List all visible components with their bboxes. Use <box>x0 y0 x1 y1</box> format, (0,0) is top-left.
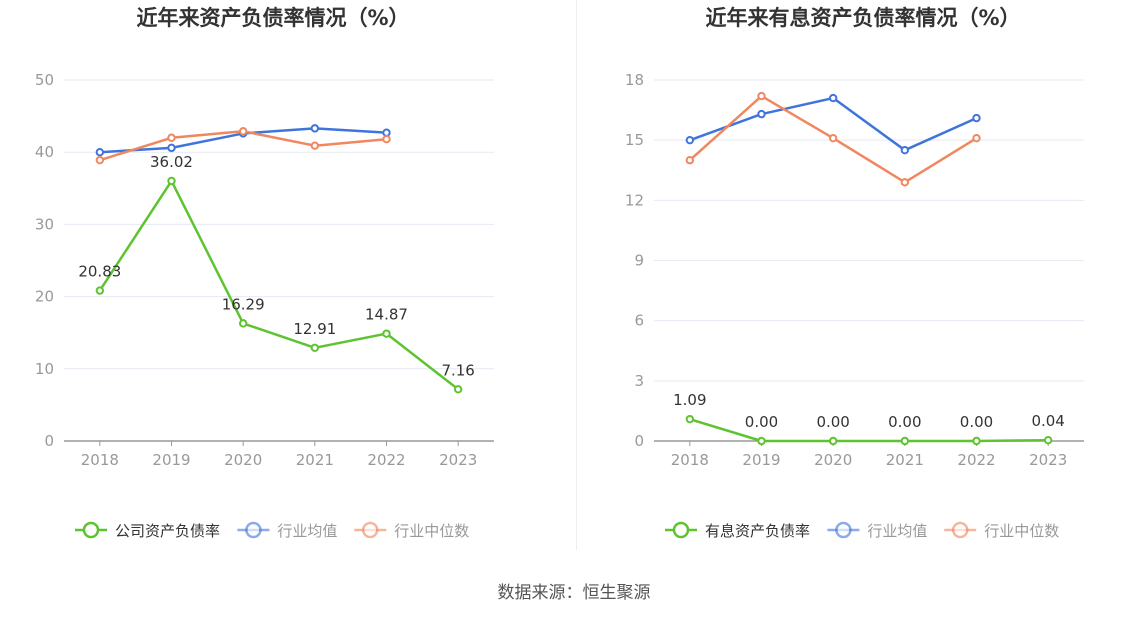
chart2-data-label: 1.09 <box>673 391 706 409</box>
chart2-x-tick-label: 2021 <box>886 451 924 469</box>
chart-divider <box>576 0 577 550</box>
chart2-legend-item-average-marker-dot[interactable] <box>835 521 852 539</box>
chart2-x-tick-label: 2020 <box>814 451 852 469</box>
chart1-x-tick-label: 2020 <box>224 451 262 469</box>
chart1-x-tick-label: 2021 <box>296 451 334 469</box>
chart1-x-tick-label: 2022 <box>367 451 405 469</box>
chart1-legend-item-average-label[interactable]: 行业均值 <box>277 522 337 540</box>
chart2-series-company-point[interactable] <box>1043 435 1053 445</box>
chart2-series-median-point[interactable] <box>828 133 838 143</box>
chart2-data-label: 0.00 <box>745 413 778 431</box>
chart2-series-average-point[interactable] <box>685 135 695 145</box>
chart1-series-average-point[interactable] <box>167 143 176 153</box>
chart1-y-tick-label: 10 <box>35 360 54 378</box>
chart1-series-median-point[interactable] <box>238 127 248 136</box>
chart1-x-tick-label: 2019 <box>152 451 190 469</box>
chart2-legend-item-median-label[interactable]: 行业中位数 <box>984 522 1059 540</box>
chart2-series-company-point[interactable] <box>828 436 838 446</box>
chart1-series-median-point[interactable] <box>95 155 105 165</box>
chart2-series-median-point[interactable] <box>900 178 910 187</box>
chart2-y-tick-label: 6 <box>634 312 644 330</box>
chart2-legend-item-average-label[interactable]: 行业均值 <box>867 522 927 540</box>
chart2-data-label: 0.04 <box>1031 412 1064 430</box>
chart2-x-tick-label: 2022 <box>957 451 995 469</box>
chart2-series-median-point[interactable] <box>685 156 695 165</box>
chart2-data-label: 0.00 <box>888 413 921 431</box>
chart2-series-company-point[interactable] <box>685 414 695 424</box>
chart1-series-average-point[interactable] <box>310 124 320 133</box>
chart1-series-average-point[interactable] <box>95 148 105 157</box>
chart1-data-label: 14.87 <box>365 306 408 324</box>
chart2-series-average-point[interactable] <box>757 109 766 119</box>
chart1-x-tick-label: 2018 <box>81 451 119 469</box>
chart2-series-company-point[interactable] <box>900 436 910 446</box>
chart1-y-tick-label: 0 <box>44 432 54 450</box>
chart2-y-tick-label: 12 <box>625 191 644 209</box>
chart1-legend-item-company-marker-dot[interactable] <box>82 521 100 539</box>
chart1-series-company-point[interactable] <box>453 385 463 394</box>
chart1-legend-item-median-label[interactable]: 行业中位数 <box>394 522 469 540</box>
chart2-series-average-line <box>689 96 978 152</box>
chart2-series-average-point[interactable] <box>828 93 838 103</box>
chart1-data-label: 16.29 <box>222 295 265 313</box>
chart2-y-tick-label: 9 <box>634 252 644 270</box>
chart1-series-median-point[interactable] <box>310 141 320 150</box>
chart1-legend-item-median-marker-dot[interactable] <box>361 521 379 539</box>
chart1-series-company-point[interactable] <box>382 329 391 338</box>
chart2-title: 近年来有息资产负债率情况（%） <box>705 6 1020 30</box>
chart2-legend-item-company-label[interactable]: 有息资产负债率 <box>705 522 810 540</box>
chart2-series-company-point[interactable] <box>757 436 766 446</box>
chart1-series-median-point[interactable] <box>167 133 176 142</box>
chart1-y-tick-label: 20 <box>35 288 54 306</box>
chart1-y-tick-label: 50 <box>35 71 54 89</box>
chart1-series-company-point[interactable] <box>238 319 248 328</box>
chart2-data-label: 0.00 <box>816 413 849 431</box>
chart2-series-company-line <box>689 417 1049 443</box>
chart1-data-label: 20.83 <box>78 263 121 281</box>
chart1-y-tick-label: 40 <box>35 143 54 161</box>
chart2-x-tick-label: 2018 <box>671 451 709 469</box>
chart1-legend-item-company-label[interactable]: 公司资产负债率 <box>115 522 220 540</box>
chart2-y-tick-label: 3 <box>634 372 644 390</box>
chart2-series-median-point[interactable] <box>757 91 766 101</box>
chart1-series-median-point[interactable] <box>382 135 391 144</box>
chart1-data-label: 12.91 <box>293 320 336 338</box>
chart2-y-tick-label: 0 <box>634 432 644 450</box>
chart1-title: 近年来资产负债率情况（%） <box>136 6 409 30</box>
chart2-x-tick-label: 2019 <box>742 451 780 469</box>
chart2-legend-item-company-marker-dot[interactable] <box>672 521 690 539</box>
chart2-series-median-point[interactable] <box>972 133 981 143</box>
chart1-series-company-point[interactable] <box>310 343 320 352</box>
chart1-y-tick-label: 30 <box>35 215 54 233</box>
chart1-series-company-point[interactable] <box>95 286 105 295</box>
chart1-x-tick-label: 2023 <box>439 451 477 469</box>
chart2-y-tick-label: 15 <box>625 131 644 149</box>
chart2-series-average-point[interactable] <box>900 145 910 155</box>
chart2-y-tick-label: 18 <box>625 71 644 89</box>
chart1-series-average-point[interactable] <box>382 128 391 137</box>
chart1-legend-item-average-marker-dot[interactable] <box>245 521 262 539</box>
chart2-x-tick-label: 2023 <box>1029 451 1067 469</box>
chart1-data-label: 7.16 <box>441 361 474 379</box>
chart1-series-company-line <box>98 179 459 391</box>
chart1-data-label: 36.02 <box>150 153 193 171</box>
chart2-legend-item-median-marker-dot[interactable] <box>951 521 969 539</box>
chart2-data-label: 0.00 <box>960 413 993 431</box>
chart2-series-company-point[interactable] <box>972 436 981 446</box>
chart1-series-company-point[interactable] <box>167 176 176 186</box>
source-text: 数据来源：恒生聚源 <box>497 583 651 603</box>
chart2-series-average-point[interactable] <box>972 113 981 123</box>
